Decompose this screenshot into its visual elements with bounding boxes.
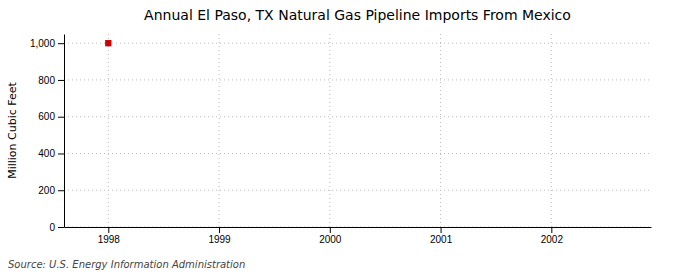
x-tick-label: 2002 xyxy=(541,234,564,245)
x-axis-line xyxy=(65,227,652,228)
y-tick-mark xyxy=(58,117,64,118)
y-tick-label: 0 xyxy=(49,222,55,233)
y-tick: 600 xyxy=(38,111,64,122)
y-axis-line xyxy=(64,35,65,228)
point xyxy=(105,40,111,46)
y-tick: 1,000 xyxy=(30,38,64,49)
x-axis: 1998 1999 2000 2001 2002 xyxy=(65,227,652,245)
x-tick-mark xyxy=(330,227,331,233)
chart: 1998 1999 2000 2001 2002 0 200 400 600 800 1,000 An… xyxy=(0,0,675,275)
y-grid-line xyxy=(64,116,651,117)
y-tick-label: 400 xyxy=(38,148,55,159)
y-tick-mark xyxy=(58,190,64,191)
x-tick: 2002 xyxy=(541,227,564,245)
y-axis: 0 200 400 600 800 1,000 xyxy=(30,35,65,233)
x-grid-line xyxy=(329,34,330,227)
plot: 1998 1999 2000 2001 2002 0 200 400 600 800 1,000 xyxy=(30,34,652,245)
points xyxy=(105,40,111,46)
y-tick-label: 1,000 xyxy=(30,38,55,49)
y-tick-label: 800 xyxy=(38,75,55,86)
y-axis-title: Million Cubic Feet xyxy=(6,81,19,178)
x-tick: 1999 xyxy=(208,227,231,245)
x-tick-mark xyxy=(441,227,442,233)
y-tick-mark xyxy=(58,227,64,228)
x-tick-label: 1998 xyxy=(98,234,121,245)
y-tick: 200 xyxy=(38,185,64,196)
y-grid-line xyxy=(64,43,651,44)
x-tick-label: 2000 xyxy=(319,234,342,245)
y-tick-mark xyxy=(58,80,64,81)
x-tick-mark xyxy=(219,227,220,233)
y-grid-line xyxy=(64,153,651,154)
y-tick: 400 xyxy=(38,148,64,159)
x-tick: 2001 xyxy=(430,227,453,245)
source-note: Source: U.S. Energy Information Administ… xyxy=(8,259,245,270)
grid xyxy=(64,34,651,227)
x-grid-line xyxy=(440,34,441,227)
x-tick-label: 2001 xyxy=(430,234,453,245)
x-tick-mark xyxy=(108,227,109,233)
y-tick-mark xyxy=(58,43,64,44)
x-tick: 2000 xyxy=(319,227,342,245)
x-tick-label: 1999 xyxy=(208,234,231,245)
x-grid-line xyxy=(551,34,552,227)
y-tick-label: 200 xyxy=(38,185,55,196)
y-tick: 0 xyxy=(49,222,64,233)
x-tick-mark xyxy=(551,227,552,233)
y-grid-line xyxy=(64,227,651,228)
y-grid-line xyxy=(64,79,651,80)
title: Annual El Paso, TX Natural Gas Pipeline … xyxy=(144,7,571,23)
y-grid-line xyxy=(64,190,651,191)
y-tick-mark xyxy=(58,153,64,154)
x-grid-line xyxy=(219,34,220,227)
y-tick-label: 600 xyxy=(38,111,55,122)
y-tick: 800 xyxy=(38,75,64,86)
x-tick: 1998 xyxy=(98,227,121,245)
x-grid-line xyxy=(108,34,109,227)
